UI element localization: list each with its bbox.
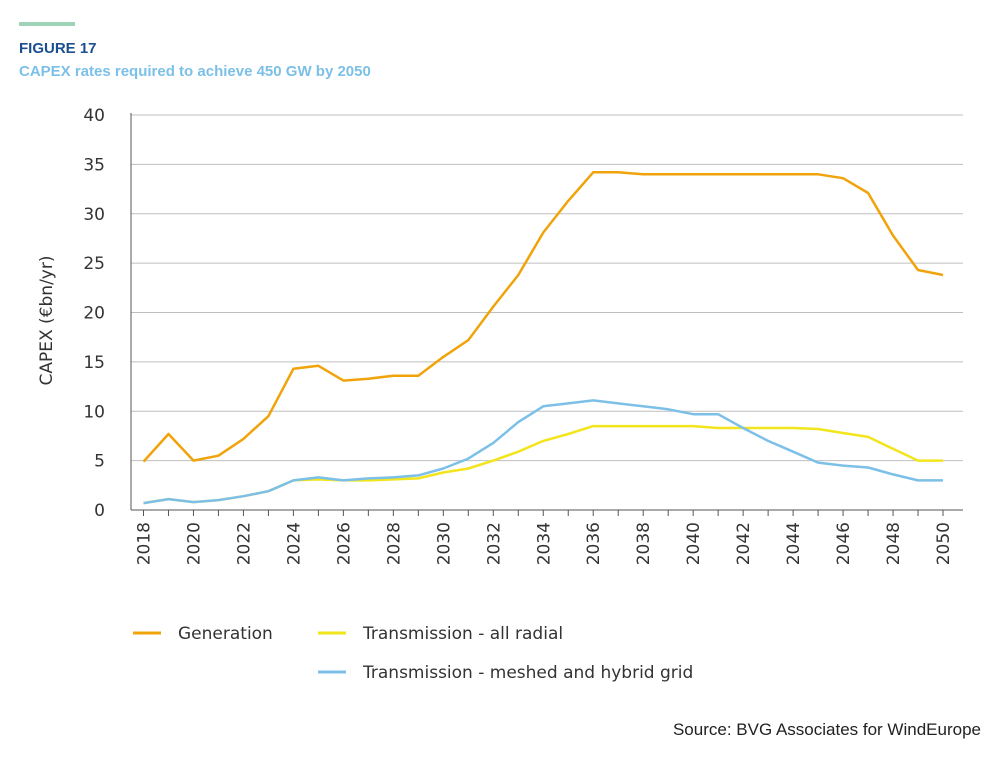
y-tick-label: 5	[94, 452, 105, 472]
y-tick-labels: 0 5 10 15 20 25 30 35 40	[83, 106, 105, 521]
x-tick-label: 2022	[234, 522, 254, 565]
x-tick-label: 2026	[334, 522, 354, 565]
x-tick-labels: 2018 2020 2022 2024 2026 2028 2030 2032 2034 2036…	[134, 522, 954, 565]
y-tick-label: 40	[83, 106, 105, 126]
x-tick-label: 2032	[484, 522, 504, 565]
x-tick-label: 2044	[784, 522, 804, 565]
legend-label-3: Transmission - meshed and hybrid grid	[362, 663, 693, 683]
x-tick-label: 2038	[634, 522, 654, 565]
y-tick-label: 20	[83, 304, 105, 324]
x-tick-label: 2034	[534, 522, 554, 565]
figure-title: CAPEX rates required to achieve 450 GW b…	[19, 63, 371, 80]
y-tick-label: 15	[83, 353, 105, 373]
x-tick-label: 2048	[884, 522, 904, 565]
grid-lines	[131, 114, 963, 462]
x-tick-label: 2036	[584, 522, 604, 565]
series-lines	[142, 171, 944, 505]
axes	[130, 113, 963, 516]
x-tick-label: 2020	[184, 522, 204, 565]
series-line-3	[143, 399, 943, 505]
x-tick-label: 2050	[934, 522, 954, 565]
figure-label: FIGURE 17	[19, 40, 97, 57]
legend-label-1: Generation	[178, 624, 273, 644]
x-tick-label: 2042	[734, 522, 754, 565]
legend-label-2: Transmission - all radial	[362, 624, 563, 644]
series-line-1	[142, 171, 944, 463]
y-tick-label: 35	[83, 155, 105, 175]
y-tick-label: 25	[83, 254, 105, 274]
y-tick-label: 30	[83, 205, 105, 225]
x-tick-label: 2024	[284, 522, 304, 565]
accent-bar	[19, 22, 75, 26]
x-tick-label: 2040	[684, 522, 704, 565]
x-tick-label: 2028	[384, 522, 404, 565]
x-tick-label: 2018	[134, 522, 154, 565]
y-axis-title: CAPEX (€bn/yr)	[37, 256, 57, 386]
x-tick-label: 2030	[434, 522, 454, 565]
x-tick-label: 2046	[834, 522, 854, 565]
legend: Generation Transmission - all radial Trans…	[133, 624, 693, 683]
source-note: Source: BVG Associates for WindEurope	[672, 720, 981, 739]
y-tick-label: 0	[94, 501, 105, 521]
y-tick-label: 10	[83, 402, 105, 422]
